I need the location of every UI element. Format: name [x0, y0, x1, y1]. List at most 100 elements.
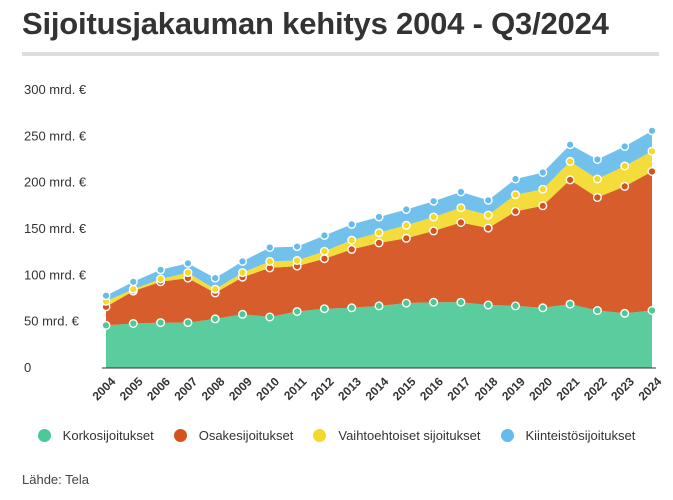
point-1-2017[interactable] [456, 217, 466, 227]
point-3-2018[interactable] [483, 195, 493, 205]
point-2-2009[interactable] [237, 268, 247, 278]
point-3-2010[interactable] [265, 242, 275, 252]
point-1-2019[interactable] [511, 206, 521, 216]
point-0-2021[interactable] [565, 299, 575, 309]
y-tick-label: 250 mrd. € [24, 128, 87, 143]
y-tick-label: 200 mrd. € [24, 175, 87, 190]
point-2-2017[interactable] [456, 203, 466, 213]
point-2-2020[interactable] [538, 184, 548, 194]
point-1-2015[interactable] [401, 233, 411, 243]
point-0-2023[interactable] [620, 308, 630, 318]
point-0-2007[interactable] [183, 318, 193, 328]
x-tick-label: 2012 [308, 374, 337, 403]
point-1-2022[interactable] [592, 192, 602, 202]
point-2-2008[interactable] [210, 284, 220, 294]
point-3-2019[interactable] [511, 174, 521, 184]
point-3-2020[interactable] [538, 167, 548, 177]
point-0-2009[interactable] [237, 309, 247, 319]
x-tick-label: 2021 [554, 374, 583, 403]
point-3-2015[interactable] [401, 204, 411, 214]
x-tick-label: 2009 [226, 374, 255, 403]
point-0-2006[interactable] [156, 318, 166, 328]
point-3-2021[interactable] [565, 140, 575, 150]
point-3-2008[interactable] [210, 273, 220, 283]
legend-label-osake: Osakesijoitukset [198, 428, 294, 443]
x-tick-label: 2010 [253, 374, 282, 403]
point-1-2012[interactable] [319, 254, 329, 264]
point-0-2008[interactable] [210, 314, 220, 324]
point-0-2012[interactable] [319, 304, 329, 314]
point-1-2018[interactable] [483, 223, 493, 233]
point-3-2012[interactable] [319, 230, 329, 240]
point-3-2007[interactable] [183, 258, 193, 268]
legend-swatch-kiinteisto [500, 429, 514, 442]
y-tick-label: 300 mrd. € [24, 82, 87, 97]
point-0-2011[interactable] [292, 306, 302, 316]
point-3-2004[interactable] [101, 291, 111, 301]
point-1-2024[interactable] [647, 166, 657, 176]
point-3-2014[interactable] [374, 212, 384, 222]
legend-swatch-osake [173, 429, 187, 442]
point-3-2013[interactable] [347, 219, 357, 229]
x-tick-label: 2019 [499, 374, 528, 403]
point-0-2016[interactable] [429, 297, 439, 307]
point-2-2019[interactable] [511, 190, 521, 200]
point-1-2016[interactable] [429, 226, 439, 236]
point-2-2023[interactable] [620, 161, 630, 171]
legend-label-vaihtoehtoiset: Vaihtoehtoiset sijoitukset [338, 428, 481, 443]
y-tick-label: 50 mrd. € [24, 314, 80, 329]
x-tick-label: 2006 [144, 374, 173, 403]
point-0-2019[interactable] [511, 301, 521, 311]
point-2-2007[interactable] [183, 268, 193, 278]
point-1-2014[interactable] [374, 238, 384, 248]
point-3-2017[interactable] [456, 187, 466, 197]
point-0-2024[interactable] [647, 305, 657, 315]
point-0-2015[interactable] [401, 298, 411, 308]
legend-item-kiinteisto[interactable]: Kiinteistösijoitukset [500, 428, 635, 443]
y-axis-labels: 0 50 mrd. € 100 mrd. € 150 mrd. € 200 mrd. €… [24, 82, 87, 375]
point-1-2020[interactable] [538, 201, 548, 211]
point-0-2018[interactable] [483, 300, 493, 310]
point-2-2024[interactable] [647, 146, 657, 156]
point-1-2023[interactable] [620, 181, 630, 191]
point-1-2021[interactable] [565, 175, 575, 185]
point-3-2011[interactable] [292, 242, 302, 252]
point-0-2013[interactable] [347, 303, 357, 313]
point-3-2023[interactable] [620, 141, 630, 151]
point-2-2014[interactable] [374, 228, 384, 238]
point-3-2024[interactable] [647, 126, 657, 136]
legend-item-vaihtoehtoiset[interactable]: Vaihtoehtoiset sijoitukset [313, 428, 481, 443]
point-0-2005[interactable] [128, 319, 138, 329]
y-tick-label: 150 mrd. € [24, 221, 87, 236]
point-0-2014[interactable] [374, 301, 384, 311]
point-2-2005[interactable] [128, 284, 138, 294]
point-2-2012[interactable] [319, 246, 329, 256]
point-2-2013[interactable] [347, 235, 357, 245]
point-0-2010[interactable] [265, 312, 275, 322]
point-2-2016[interactable] [429, 212, 439, 222]
point-2-2010[interactable] [265, 256, 275, 266]
point-2-2021[interactable] [565, 156, 575, 166]
point-0-2004[interactable] [101, 320, 111, 330]
point-3-2016[interactable] [429, 196, 439, 206]
point-3-2006[interactable] [156, 265, 166, 275]
point-2-2015[interactable] [401, 220, 411, 230]
point-0-2022[interactable] [592, 305, 602, 315]
x-tick-label: 2014 [363, 374, 392, 403]
x-tick-label: 2013 [335, 374, 364, 403]
x-tick-label: 2024 [636, 374, 665, 403]
legend-item-korko[interactable]: Korkosijoitukset [37, 428, 154, 443]
point-2-2011[interactable] [292, 255, 302, 265]
point-0-2020[interactable] [538, 303, 548, 313]
point-3-2022[interactable] [592, 154, 602, 164]
point-3-2009[interactable] [237, 256, 247, 266]
x-tick-label: 2008 [199, 374, 228, 403]
point-0-2017[interactable] [456, 297, 466, 307]
point-2-2022[interactable] [592, 174, 602, 184]
point-2-2018[interactable] [483, 210, 493, 220]
point-1-2013[interactable] [347, 244, 357, 254]
point-2-2006[interactable] [156, 274, 166, 284]
x-tick-label: 2015 [390, 374, 419, 403]
legend-item-osake[interactable]: Osakesijoitukset [173, 428, 294, 443]
point-3-2005[interactable] [128, 277, 138, 287]
